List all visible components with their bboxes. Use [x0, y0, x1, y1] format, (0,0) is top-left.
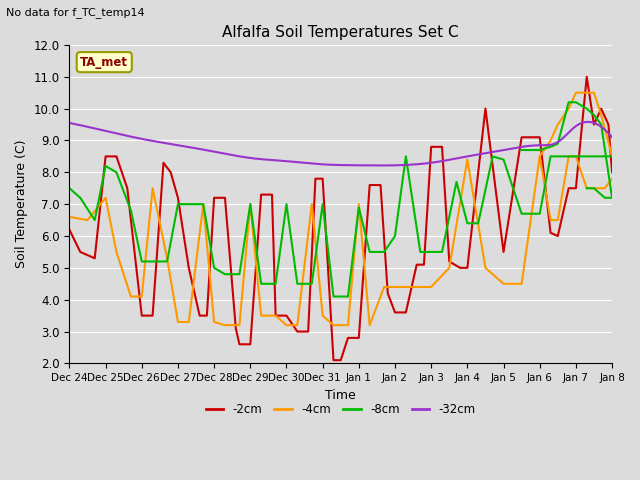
Title: Alfalfa Soil Temperatures Set C: Alfalfa Soil Temperatures Set C [223, 24, 459, 39]
Text: TA_met: TA_met [80, 56, 128, 69]
X-axis label: Time: Time [325, 389, 356, 402]
Y-axis label: Soil Temperature (C): Soil Temperature (C) [15, 140, 28, 268]
Legend: -2cm, -4cm, -8cm, -32cm: -2cm, -4cm, -8cm, -32cm [201, 399, 481, 421]
Text: No data for f_TC_temp14: No data for f_TC_temp14 [6, 7, 145, 18]
